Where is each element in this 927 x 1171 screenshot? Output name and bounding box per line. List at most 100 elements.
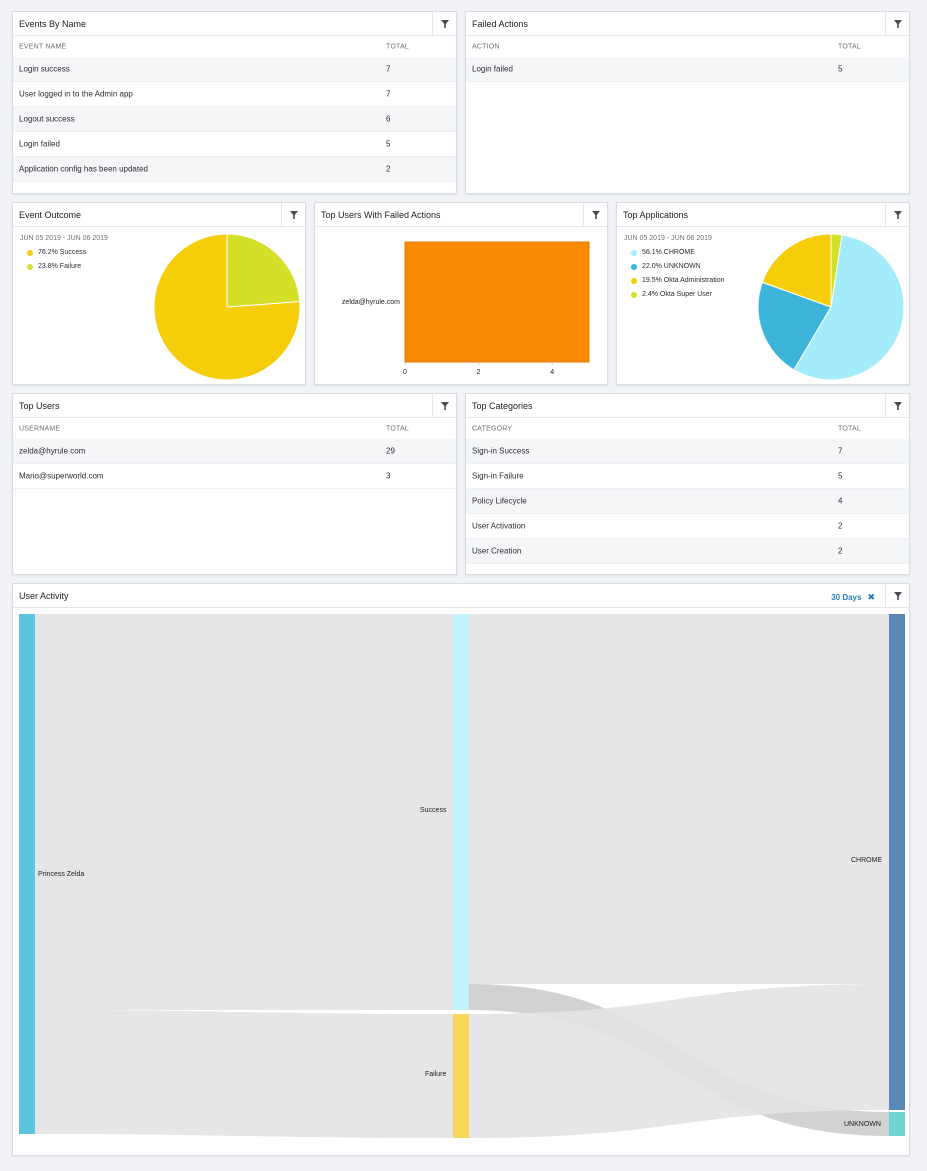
filter-icon xyxy=(591,210,600,219)
panel-header: Top Users With Failed Actions xyxy=(315,203,607,227)
panel-header: Events By Name xyxy=(13,12,456,36)
column-header-total: TOTAL xyxy=(838,425,861,432)
flow-user-failure xyxy=(35,1010,453,1138)
close-icon[interactable]: ✖ xyxy=(867,592,875,602)
pie-slice-chrome[interactable] xyxy=(793,234,905,381)
row-name: Login success xyxy=(19,64,70,74)
filter-icon xyxy=(893,19,902,28)
row-total: 4 xyxy=(838,496,843,506)
filter-button[interactable] xyxy=(885,203,909,226)
filter-icon xyxy=(893,210,902,219)
row-total: 2 xyxy=(838,546,843,556)
legend-label: 19.5% Okta Administration xyxy=(642,277,725,284)
table-row[interactable]: zelda@hyrule.com 29 xyxy=(13,439,456,464)
row-name: User Activation xyxy=(472,521,526,531)
table-row[interactable]: Mario@superworld.com 3 xyxy=(13,464,456,489)
table-row[interactable]: Application config has been updated 2 xyxy=(13,157,456,182)
column-header-event-name: EVENT NAME xyxy=(19,43,67,50)
legend-swatch xyxy=(631,263,637,270)
table-row[interactable]: Login failed 5 xyxy=(466,57,909,82)
row-total: 5 xyxy=(838,471,843,481)
table-header: CATEGORY TOTAL xyxy=(466,418,909,439)
table-row[interactable]: Sign-in Failure 5 xyxy=(466,464,909,489)
row-name: Sign-in Success xyxy=(472,446,530,456)
pie-slice-unknown[interactable] xyxy=(757,281,832,371)
table-row[interactable]: User Activation 2 xyxy=(466,514,909,539)
pie-slice-failure[interactable] xyxy=(226,233,301,308)
date-range-chip[interactable]: 30 Days ✖ xyxy=(831,592,875,603)
sankey-node-user xyxy=(19,614,35,1134)
legend-label: 56.1% CHROME xyxy=(642,249,695,256)
pie-slice-okta-administration[interactable] xyxy=(761,233,832,308)
filter-button[interactable] xyxy=(583,203,607,226)
filter-icon xyxy=(893,401,902,410)
top-categories-panel: Top Categories CATEGORY TOTAL Sign-in Su… xyxy=(465,393,910,575)
row-total: 7 xyxy=(386,64,391,74)
sankey-node-failure xyxy=(453,1014,469,1138)
table-header: EVENT NAME TOTAL xyxy=(13,36,456,57)
legend-item: 19.5% Okta Administration xyxy=(631,277,725,284)
panel-title: User Activity xyxy=(19,591,69,601)
node-label-success: Success xyxy=(420,807,447,814)
range-label: 30 Days xyxy=(831,593,862,602)
filter-icon xyxy=(893,591,902,600)
filter-icon xyxy=(440,19,449,28)
table-header: USERNAME TOTAL xyxy=(13,418,456,439)
legend-swatch xyxy=(631,277,637,284)
row-total: 6 xyxy=(386,114,391,124)
filter-icon xyxy=(289,210,298,219)
pie-slice-okta-super-user[interactable] xyxy=(830,233,843,308)
table-row[interactable]: Logout success 6 xyxy=(13,107,456,132)
failed-users-bar-chart: zelda@hyrule.com 0 2 4 xyxy=(342,241,590,376)
node-label-user: Princess Zelda xyxy=(38,871,85,878)
column-header-username: USERNAME xyxy=(19,425,61,432)
date-range: JUN 05 2019 - JUN 06 2019 xyxy=(20,235,108,242)
row-name: User logged in to the Admin app xyxy=(19,89,133,99)
flow-success-chrome xyxy=(469,614,889,984)
table-row[interactable]: User logged in to the Admin app 7 xyxy=(13,82,456,107)
top-users-panel: Top Users USERNAME TOTAL zelda@hyrule.co… xyxy=(12,393,457,575)
panel-header: Top Applications xyxy=(617,203,909,227)
filter-button[interactable] xyxy=(885,394,909,417)
flow-user-success xyxy=(35,614,453,1010)
row-total: 29 xyxy=(386,446,395,456)
node-label-failure: Failure xyxy=(425,1071,447,1078)
filter-button[interactable] xyxy=(885,12,909,35)
panel-title: Event Outcome xyxy=(19,210,82,220)
pie-slice-success[interactable] xyxy=(153,233,301,381)
panel-header: User Activity 30 Days ✖ xyxy=(13,584,909,608)
x-tick-label: 0 xyxy=(403,369,407,376)
filter-button[interactable] xyxy=(432,394,456,417)
legend-label: 23.8% Failure xyxy=(38,263,82,270)
row-total: 5 xyxy=(838,64,843,74)
row-name: Login failed xyxy=(19,139,60,149)
table-row[interactable]: Policy Lifecycle 4 xyxy=(466,489,909,514)
flow-failure-chrome xyxy=(469,984,889,1138)
row-name: User Creation xyxy=(472,546,522,556)
row-name: zelda@hyrule.com xyxy=(19,446,86,456)
sankey-node-chrome xyxy=(889,614,905,1110)
table-row[interactable]: Sign-in Success 7 xyxy=(466,439,909,464)
bar-0[interactable] xyxy=(404,241,590,363)
filter-button[interactable] xyxy=(281,203,305,226)
row-name: Mario@superworld.com xyxy=(19,471,104,481)
filter-button[interactable] xyxy=(885,584,909,607)
top-failed-users-panel: Top Users With Failed Actions zelda@hyru… xyxy=(314,202,608,385)
date-range: JUN 05 2019 - JUN 06 2019 xyxy=(624,235,712,242)
table-row[interactable]: Login success 7 xyxy=(13,57,456,82)
legend-swatch xyxy=(27,263,33,270)
panel-header: Event Outcome xyxy=(13,203,305,227)
table-header: ACTION TOTAL xyxy=(466,36,909,57)
column-header-total: TOTAL xyxy=(386,43,409,50)
legend-item: 23.8% Failure xyxy=(27,263,81,270)
legend-item: 2.4% Okta Super User xyxy=(631,291,712,298)
table-row[interactable]: User Creation 2 xyxy=(466,539,909,564)
filter-button[interactable] xyxy=(432,12,456,35)
row-name: Policy Lifecycle xyxy=(472,496,527,506)
table-row[interactable]: Login failed 5 xyxy=(13,132,456,157)
row-name: Application config has been updated xyxy=(19,164,148,174)
node-label-unknown: UNKNOWN xyxy=(844,1121,881,1128)
user-activity-panel: User Activity 30 Days ✖ Princess Zelda S… xyxy=(12,583,910,1156)
panel-title: Events By Name xyxy=(19,19,87,29)
legend-label: 76.2% Success xyxy=(38,249,87,256)
